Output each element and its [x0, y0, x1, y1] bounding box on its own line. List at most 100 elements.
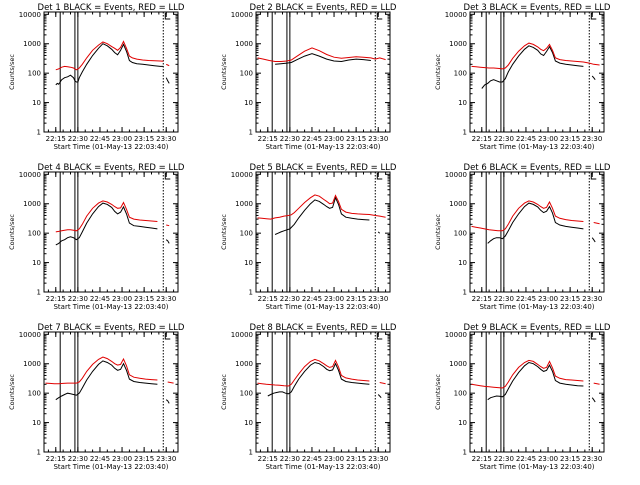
x-tick-label: 22:15 — [472, 135, 492, 143]
x-tick-label: 22:15 — [258, 295, 278, 303]
detector-panel-4: Det 4 BLACK = Events, RED = LLD Counts/se… — [8, 163, 185, 311]
x-tick-label: 23:30 — [156, 135, 176, 143]
y-tick-label: 1000 — [449, 200, 467, 208]
series-events-line — [487, 202, 596, 244]
x-tick-label: 22:45 — [90, 455, 110, 463]
x-tick-label: 23:00 — [324, 295, 344, 303]
y-tick-label: 100 — [454, 390, 467, 398]
plot-frame — [43, 171, 179, 293]
x-tick-label: 22:45 — [302, 295, 322, 303]
series-events-line — [487, 361, 596, 403]
y-tick-label: 1000 — [235, 40, 253, 48]
y-tick-label: 10000 — [19, 171, 41, 179]
series-events-line — [275, 53, 371, 65]
y-tick-label: 1000 — [235, 200, 253, 208]
x-tick-label: 23:00 — [538, 455, 558, 463]
x-tick-label: 22:30 — [280, 455, 300, 463]
plot-frame — [469, 331, 605, 453]
x-tick-label: 23:30 — [582, 455, 602, 463]
x-tick-label: 23:00 — [538, 295, 558, 303]
y-tick-label: 1 — [463, 289, 467, 297]
y-tick-label: 10 — [458, 259, 467, 267]
y-tick-label: 10 — [458, 99, 467, 107]
x-tick-label: 23:30 — [582, 295, 602, 303]
plot-frame — [255, 11, 391, 133]
y-tick-label: 10 — [244, 419, 253, 427]
x-axis-label: Start Time (01-May-13 22:03:40) — [265, 463, 380, 471]
y-tick-label: 10 — [244, 259, 253, 267]
x-tick-label: 22:15 — [258, 135, 278, 143]
panel-title: Det 9 BLACK = Events, RED = LLD — [464, 323, 611, 333]
panel-title: Det 3 BLACK = Events, RED = LLD — [464, 3, 611, 13]
series-lld-line — [55, 200, 170, 233]
y-tick-label: 100 — [240, 390, 253, 398]
x-tick-label: 23:00 — [324, 455, 344, 463]
x-tick-label: 23:15 — [560, 135, 580, 143]
detector-panel-7: Det 7 BLACK = Events, RED = LLD Counts/se… — [8, 323, 185, 471]
panel-title: Det 7 BLACK = Events, RED = LLD — [38, 323, 185, 333]
series-lld-line — [471, 200, 600, 232]
y-axis-label: Counts/sec — [8, 214, 16, 250]
x-tick-label: 22:15 — [472, 455, 492, 463]
y-axis-label: Counts/sec — [434, 374, 442, 410]
y-tick-label: 10000 — [231, 171, 253, 179]
x-tick-label: 22:30 — [68, 455, 88, 463]
x-tick-label: 22:15 — [472, 295, 492, 303]
y-tick-label: 10000 — [19, 331, 41, 339]
x-tick-label: 23:15 — [560, 455, 580, 463]
detector-panel-2: Det 2 BLACK = Events, RED = LLD Counts/se… — [220, 3, 397, 151]
y-tick-label: 1000 — [23, 40, 41, 48]
marker-bracket — [164, 173, 171, 180]
y-tick-label: 10 — [458, 419, 467, 427]
y-axis-label: Counts/sec — [220, 54, 228, 90]
detector-panel-8: Det 8 BLACK = Events, RED = LLD Counts/se… — [220, 323, 397, 471]
y-tick-label: 1000 — [235, 360, 253, 368]
panel-title: Det 4 BLACK = Events, RED = LLD — [38, 163, 185, 173]
x-tick-label: 23:15 — [346, 455, 366, 463]
x-axis-label: Start Time (01-May-13 22:03:40) — [265, 303, 380, 311]
series-events-line — [55, 202, 170, 246]
marker-bracket — [376, 173, 383, 180]
x-tick-label: 22:30 — [494, 295, 514, 303]
plot-frame — [43, 11, 179, 133]
x-tick-label: 23:15 — [134, 455, 154, 463]
panel-title: Det 2 BLACK = Events, RED = LLD — [250, 3, 397, 13]
x-tick-label: 22:30 — [494, 455, 514, 463]
series-lld-line — [471, 42, 600, 70]
x-tick-label: 23:30 — [156, 295, 176, 303]
x-axis-label: Start Time (01-May-13 22:03:40) — [53, 303, 168, 311]
y-tick-label: 1000 — [449, 360, 467, 368]
y-tick-label: 1 — [249, 129, 253, 137]
series-lld-line — [55, 40, 170, 71]
y-tick-label: 10000 — [445, 331, 467, 339]
y-tick-label: 1 — [463, 129, 467, 137]
detector-panel-1: Det 1 BLACK = Events, RED = LLD Counts/se… — [8, 3, 185, 151]
x-tick-label: 22:30 — [280, 135, 300, 143]
y-tick-label: 1000 — [23, 200, 41, 208]
y-tick-label: 100 — [454, 230, 467, 238]
y-tick-label: 10000 — [19, 11, 41, 19]
x-tick-label: 23:30 — [156, 455, 176, 463]
panel-title: Det 8 BLACK = Events, RED = LLD — [250, 323, 397, 333]
x-tick-label: 22:45 — [516, 455, 536, 463]
x-tick-label: 23:30 — [368, 455, 388, 463]
y-tick-label: 1 — [37, 289, 41, 297]
x-axis-label: Start Time (01-May-13 22:03:40) — [53, 143, 168, 151]
x-axis-label: Start Time (01-May-13 22:03:40) — [53, 463, 168, 471]
y-tick-label: 10 — [244, 99, 253, 107]
y-tick-label: 10000 — [231, 331, 253, 339]
x-axis-label: Start Time (01-May-13 22:03:40) — [265, 143, 380, 151]
x-tick-label: 23:30 — [582, 135, 602, 143]
y-tick-label: 100 — [240, 70, 253, 78]
x-tick-label: 22:45 — [90, 295, 110, 303]
panel-title: Det 6 BLACK = Events, RED = LLD — [464, 163, 611, 173]
y-tick-label: 10000 — [231, 11, 253, 19]
y-tick-label: 1 — [249, 289, 253, 297]
y-tick-label: 100 — [28, 70, 41, 78]
marker-bracket — [590, 333, 597, 340]
x-tick-label: 22:15 — [46, 135, 66, 143]
detector-panel-5: Det 5 BLACK = Events, RED = LLD Counts/se… — [220, 163, 397, 311]
y-tick-label: 100 — [28, 390, 41, 398]
y-axis-label: Counts/sec — [8, 374, 16, 410]
